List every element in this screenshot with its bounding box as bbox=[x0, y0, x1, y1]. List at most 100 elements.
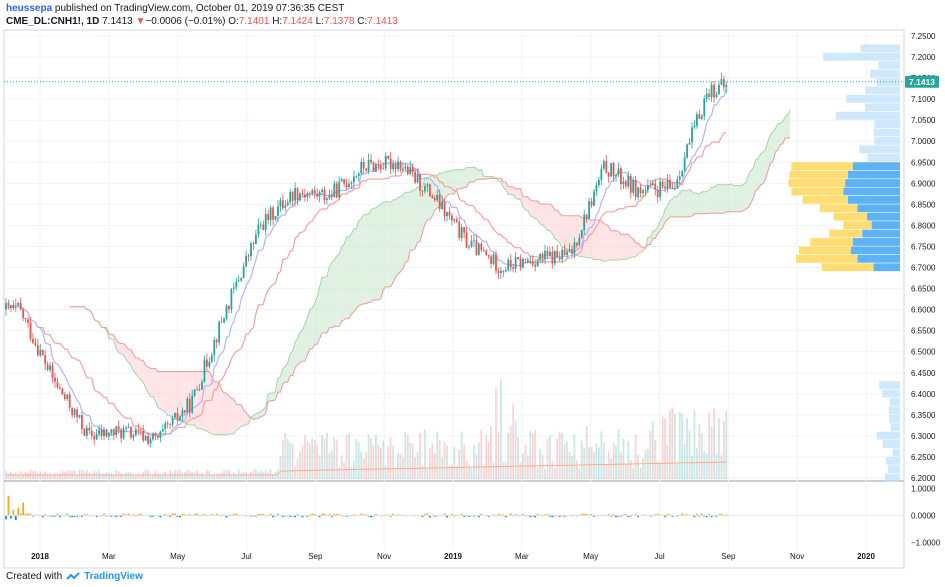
candle-body bbox=[134, 429, 137, 436]
oscillator-bar bbox=[431, 514, 434, 516]
close-value: 7.1413 bbox=[367, 16, 398, 27]
volume-bar bbox=[103, 474, 105, 479]
cloud-bear-segment bbox=[177, 371, 180, 421]
oscillator-histogram bbox=[4, 495, 904, 521]
time-axis[interactable]: 2018 Mar May Jul Sep Nov 2019 Mar May Jul Sep Nov 20… bbox=[31, 552, 875, 561]
price-tick-label: 6.4500 bbox=[911, 369, 936, 378]
candle-body bbox=[255, 234, 257, 245]
cloud-bull-segment bbox=[692, 191, 695, 216]
vp-down-row bbox=[802, 195, 849, 204]
cloud-bear-segment bbox=[167, 371, 171, 416]
candle-body bbox=[152, 433, 154, 440]
volume-bar bbox=[316, 444, 319, 479]
oscillator-bar bbox=[169, 515, 172, 517]
volume-bar bbox=[465, 460, 468, 479]
volume-bar bbox=[375, 435, 377, 479]
cloud-bull-segment bbox=[383, 201, 386, 290]
oscillator-bar bbox=[335, 513, 338, 516]
oscillator-bar bbox=[81, 515, 83, 517]
volume-bar bbox=[179, 469, 181, 479]
volume-bar bbox=[125, 472, 127, 479]
volume-bar bbox=[49, 473, 51, 479]
oscillator-bar bbox=[666, 513, 669, 516]
cloud-bull-segment bbox=[706, 190, 710, 214]
cloud-bull-segment bbox=[647, 237, 651, 245]
vp-up-row bbox=[850, 246, 900, 255]
volume-bar bbox=[669, 409, 671, 479]
candle-body bbox=[705, 93, 708, 99]
volume-bar bbox=[693, 410, 696, 479]
senkou-span-a bbox=[69, 110, 791, 436]
cloud-bull-segment bbox=[373, 207, 376, 300]
cloud-bull-segment bbox=[763, 149, 766, 184]
oscillator-bar bbox=[480, 513, 483, 516]
candle-body bbox=[526, 259, 529, 263]
oscillator-bar bbox=[179, 515, 181, 518]
cloud-bear-segment bbox=[564, 215, 568, 251]
candle-body bbox=[725, 85, 728, 88]
volume-bar bbox=[159, 474, 162, 479]
volume-bar bbox=[438, 439, 441, 479]
volume-bar bbox=[206, 469, 208, 479]
oscillator-bar bbox=[397, 514, 399, 516]
volume-bar bbox=[566, 441, 568, 479]
volume-bar bbox=[524, 445, 527, 479]
volume-bar bbox=[691, 455, 693, 479]
cloud-bear-segment bbox=[518, 188, 521, 200]
candle-body bbox=[22, 309, 25, 319]
oscillator-bar bbox=[534, 515, 537, 518]
oscillator-bar bbox=[181, 513, 184, 516]
oscillator-bar bbox=[693, 515, 696, 518]
price-axis[interactable]: 7.25007.20007.15007.10007.05007.00006.95… bbox=[911, 32, 936, 483]
volume-bar bbox=[286, 438, 289, 479]
oscillator-bar bbox=[76, 515, 78, 517]
tradingview-brand[interactable]: TradingView bbox=[84, 571, 143, 582]
volume-bar bbox=[651, 421, 654, 479]
volume-bar bbox=[394, 466, 397, 479]
candle-body bbox=[433, 198, 436, 201]
cloud-bull-segment bbox=[400, 194, 403, 272]
oscillator-bar bbox=[12, 509, 15, 516]
cloud-bear-segment bbox=[625, 234, 629, 260]
volume-bar bbox=[130, 472, 132, 479]
volume-bar bbox=[137, 473, 140, 479]
cloud-bear-segment bbox=[121, 343, 124, 356]
senkou-span-b bbox=[69, 137, 790, 420]
oscillator-axis: 1.0000 0.0000 −1.0000 bbox=[911, 484, 941, 547]
volume-bar bbox=[634, 434, 637, 479]
cloud-bull-segment bbox=[290, 351, 293, 376]
vp-faint-row bbox=[873, 128, 900, 137]
oscillator-bar bbox=[27, 513, 29, 516]
volume-bar bbox=[485, 435, 488, 479]
cloud-bear-segment bbox=[224, 392, 227, 436]
volume-bar bbox=[404, 432, 407, 479]
cloud-bear-segment bbox=[111, 334, 114, 340]
candle-body bbox=[509, 259, 512, 268]
cloud-bull-segment bbox=[322, 277, 325, 333]
author-name[interactable]: heussepa bbox=[6, 3, 53, 14]
volume-bar bbox=[171, 473, 174, 479]
candle-body bbox=[534, 264, 537, 267]
cloud-bear-segment bbox=[148, 366, 151, 397]
candle-body bbox=[409, 167, 412, 175]
candle-body bbox=[470, 240, 473, 247]
oscillator-bar bbox=[262, 514, 265, 516]
candle-body bbox=[17, 302, 20, 306]
vp-up-row bbox=[862, 229, 900, 238]
volume-bar bbox=[411, 443, 414, 479]
candle-body bbox=[279, 200, 282, 207]
candle-body bbox=[51, 365, 54, 378]
ichimoku-cloud bbox=[69, 110, 791, 436]
volume-bar bbox=[632, 467, 635, 479]
time-tick-label: 2020 bbox=[857, 552, 875, 561]
candle-body bbox=[220, 321, 223, 323]
vp-up-row bbox=[848, 195, 900, 204]
oscillator-bar bbox=[634, 514, 637, 516]
open-label: O: bbox=[228, 16, 239, 27]
oscillator-bar bbox=[593, 515, 595, 517]
candle-body bbox=[411, 167, 414, 173]
volume-bar bbox=[517, 436, 519, 479]
oscillator-bar bbox=[159, 515, 162, 518]
cloud-bull-segment bbox=[704, 191, 707, 214]
